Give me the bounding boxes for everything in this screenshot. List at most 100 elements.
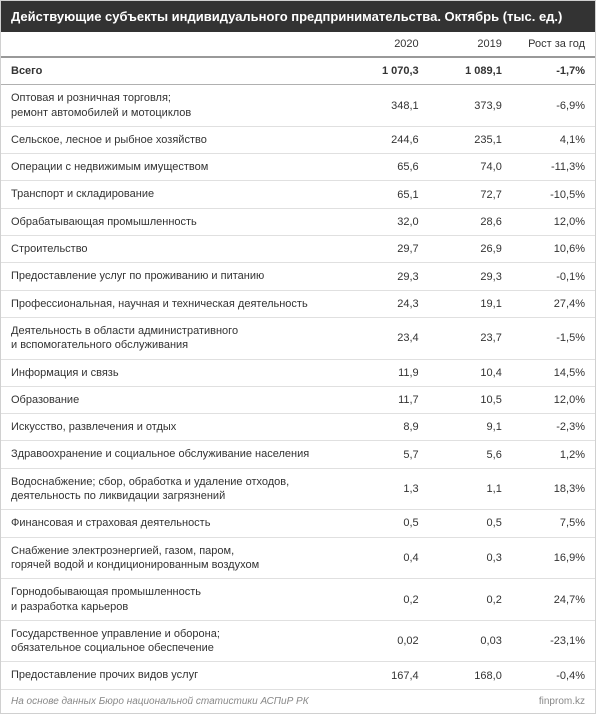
cell-v2019: 72,7 xyxy=(429,181,512,208)
cell-v2020: 0,4 xyxy=(346,537,429,579)
col-header-empty xyxy=(1,32,346,57)
table-row: Обрабатывающая промышленность32,028,612,… xyxy=(1,208,595,235)
cell-v2019: 26,9 xyxy=(429,236,512,263)
row-label: Горнодобывающая промышленностьи разработ… xyxy=(1,579,346,621)
cell-v2020: 0,2 xyxy=(346,579,429,621)
cell-growth: 12,0% xyxy=(512,386,595,413)
cell-growth: 10,6% xyxy=(512,236,595,263)
cell-v2020: 24,3 xyxy=(346,290,429,317)
cell-v2019: 10,4 xyxy=(429,359,512,386)
cell-v2019: 0,5 xyxy=(429,510,512,537)
cell-v2020: 1,3 xyxy=(346,468,429,510)
table-row: Оптовая и розничная торговля;ремонт авто… xyxy=(1,85,595,127)
cell-v2020: 65,1 xyxy=(346,181,429,208)
cell-growth: 18,3% xyxy=(512,468,595,510)
cell-growth: 4,1% xyxy=(512,126,595,153)
cell-growth: 16,9% xyxy=(512,537,595,579)
row-label: Предоставление прочих видов услуг xyxy=(1,662,346,689)
row-label: Здравоохранение и социальное обслуживани… xyxy=(1,441,346,468)
table-row: Искусство, развлечения и отдых8,99,1-2,3… xyxy=(1,414,595,441)
table-footer: На основе данных Бюро национальной стати… xyxy=(1,690,595,713)
cell-growth: 27,4% xyxy=(512,290,595,317)
cell-growth: 14,5% xyxy=(512,359,595,386)
cell-growth: -1,7% xyxy=(512,57,595,85)
cell-v2020: 244,6 xyxy=(346,126,429,153)
cell-v2020: 65,6 xyxy=(346,154,429,181)
row-label: Деятельность в области административного… xyxy=(1,317,346,359)
table-row: Государственное управление и оборона;обя… xyxy=(1,620,595,662)
cell-v2019: 9,1 xyxy=(429,414,512,441)
cell-v2020: 11,9 xyxy=(346,359,429,386)
row-label: Обрабатывающая промышленность xyxy=(1,208,346,235)
cell-v2020: 1 070,3 xyxy=(346,57,429,85)
cell-v2020: 11,7 xyxy=(346,386,429,413)
cell-v2019: 0,2 xyxy=(429,579,512,621)
cell-v2019: 168,0 xyxy=(429,662,512,689)
col-header-growth: Рост за год xyxy=(512,32,595,57)
cell-v2020: 23,4 xyxy=(346,317,429,359)
cell-v2020: 29,3 xyxy=(346,263,429,290)
table-row: Профессиональная, научная и техническая … xyxy=(1,290,595,317)
footer-source: На основе данных Бюро национальной стати… xyxy=(11,696,309,707)
row-label: Сельское, лесное и рыбное хозяйство xyxy=(1,126,346,153)
cell-growth: -0,1% xyxy=(512,263,595,290)
table-row: Сельское, лесное и рыбное хозяйство244,6… xyxy=(1,126,595,153)
cell-v2019: 235,1 xyxy=(429,126,512,153)
row-label: Оптовая и розничная торговля;ремонт авто… xyxy=(1,85,346,127)
cell-growth: -0,4% xyxy=(512,662,595,689)
data-table: 2020 2019 Рост за год Всего1 070,31 089,… xyxy=(1,32,595,690)
cell-v2019: 19,1 xyxy=(429,290,512,317)
row-label: Снабжение электроэнергией, газом, паром,… xyxy=(1,537,346,579)
cell-v2019: 74,0 xyxy=(429,154,512,181)
cell-v2020: 348,1 xyxy=(346,85,429,127)
table-row: Финансовая и страховая деятельность0,50,… xyxy=(1,510,595,537)
cell-v2019: 373,9 xyxy=(429,85,512,127)
row-label: Государственное управление и оборона;обя… xyxy=(1,620,346,662)
cell-v2020: 29,7 xyxy=(346,236,429,263)
table-row: Горнодобывающая промышленностьи разработ… xyxy=(1,579,595,621)
table-row: Операции с недвижимым имуществом65,674,0… xyxy=(1,154,595,181)
cell-v2020: 5,7 xyxy=(346,441,429,468)
row-label: Профессиональная, научная и техническая … xyxy=(1,290,346,317)
footer-link: finprom.kz xyxy=(539,696,585,707)
cell-v2019: 23,7 xyxy=(429,317,512,359)
cell-growth: 12,0% xyxy=(512,208,595,235)
table-row: Строительство29,726,910,6% xyxy=(1,236,595,263)
cell-growth: -11,3% xyxy=(512,154,595,181)
cell-growth: 24,7% xyxy=(512,579,595,621)
cell-v2019: 5,6 xyxy=(429,441,512,468)
row-label: Искусство, развлечения и отдых xyxy=(1,414,346,441)
row-label: Финансовая и страховая деятельность xyxy=(1,510,346,537)
table-row: Предоставление прочих видов услуг167,416… xyxy=(1,662,595,689)
row-label: Операции с недвижимым имуществом xyxy=(1,154,346,181)
row-label: Всего xyxy=(1,57,346,85)
table-row: Здравоохранение и социальное обслуживани… xyxy=(1,441,595,468)
cell-growth: 7,5% xyxy=(512,510,595,537)
col-header-2020: 2020 xyxy=(346,32,429,57)
cell-growth: -1,5% xyxy=(512,317,595,359)
cell-v2019: 28,6 xyxy=(429,208,512,235)
cell-growth: -10,5% xyxy=(512,181,595,208)
row-label: Предоставление услуг по проживанию и пит… xyxy=(1,263,346,290)
cell-v2020: 0,5 xyxy=(346,510,429,537)
cell-growth: -23,1% xyxy=(512,620,595,662)
total-row: Всего1 070,31 089,1-1,7% xyxy=(1,57,595,85)
cell-growth: -2,3% xyxy=(512,414,595,441)
cell-v2020: 8,9 xyxy=(346,414,429,441)
table-row: Образование11,710,512,0% xyxy=(1,386,595,413)
cell-v2020: 167,4 xyxy=(346,662,429,689)
table-row: Водоснабжение; сбор, обработка и удалени… xyxy=(1,468,595,510)
row-label: Водоснабжение; сбор, обработка и удалени… xyxy=(1,468,346,510)
cell-v2019: 29,3 xyxy=(429,263,512,290)
cell-v2019: 1,1 xyxy=(429,468,512,510)
table-row: Деятельность в области административного… xyxy=(1,317,595,359)
cell-v2019: 0,03 xyxy=(429,620,512,662)
cell-growth: -6,9% xyxy=(512,85,595,127)
row-label: Образование xyxy=(1,386,346,413)
cell-v2020: 32,0 xyxy=(346,208,429,235)
cell-v2019: 1 089,1 xyxy=(429,57,512,85)
row-label: Строительство xyxy=(1,236,346,263)
table-row: Снабжение электроэнергией, газом, паром,… xyxy=(1,537,595,579)
cell-v2020: 0,02 xyxy=(346,620,429,662)
cell-v2019: 10,5 xyxy=(429,386,512,413)
